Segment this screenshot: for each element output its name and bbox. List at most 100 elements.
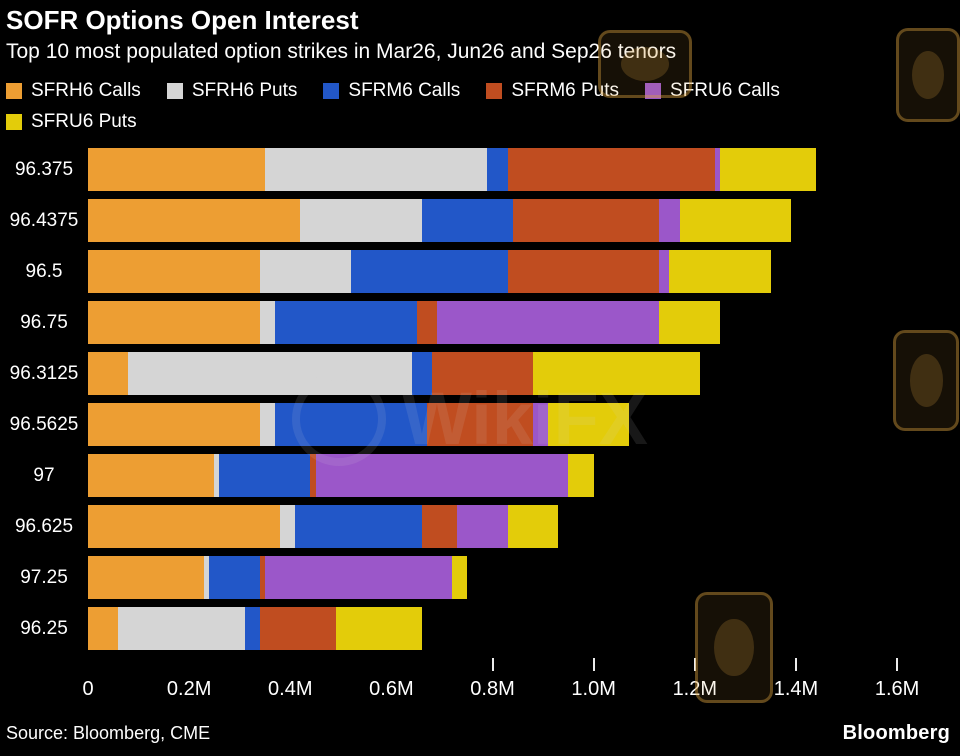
bar-segment xyxy=(280,505,296,548)
bar-segment xyxy=(659,250,670,293)
legend-label: SFRU6 Puts xyxy=(31,111,137,132)
bar-segment xyxy=(669,250,771,293)
axis-tick-label: 0.8M xyxy=(470,678,515,700)
bar-segment xyxy=(88,352,129,395)
bar-track xyxy=(88,454,935,497)
bar-segment xyxy=(532,352,700,395)
chart-row: 97 xyxy=(0,454,960,497)
bar-segment xyxy=(264,556,453,599)
legend-item: SFRM6 Calls xyxy=(323,79,460,102)
bar-segment xyxy=(88,403,260,446)
bar-segment xyxy=(507,148,715,191)
axis-tick-mark xyxy=(693,658,696,671)
category-label: 96.5 xyxy=(25,260,63,282)
chart-row: 96.375 xyxy=(0,148,960,191)
bar-segment xyxy=(421,505,458,548)
category-label: 96.3125 xyxy=(9,362,79,384)
category-label: 96.4375 xyxy=(9,209,79,231)
bar-segment xyxy=(452,556,468,599)
axis-tick-mark xyxy=(491,658,494,671)
legend-item: SFRH6 Calls xyxy=(6,79,141,102)
category-label: 97.25 xyxy=(20,566,68,588)
bar-segment xyxy=(421,199,513,242)
axis-tick-label: 0.2M xyxy=(166,678,212,700)
category-label: 97 xyxy=(33,464,55,486)
bar-track xyxy=(88,505,935,548)
category-label: 96.375 xyxy=(14,158,74,180)
bar-segment xyxy=(88,148,265,191)
bar-segment xyxy=(88,199,301,242)
axis-marks xyxy=(88,658,935,671)
bar-segment xyxy=(88,607,119,650)
legend-swatch xyxy=(6,82,22,99)
bar-segment xyxy=(219,454,311,497)
category-label: 96.25 xyxy=(20,617,68,639)
bar-segment xyxy=(350,250,508,293)
bar-segment xyxy=(275,403,427,446)
chart-row: 96.625 xyxy=(0,505,960,548)
bar-segment xyxy=(436,301,660,344)
axis-tick-label: 0.6M xyxy=(369,678,414,700)
bar-segment xyxy=(659,301,721,344)
bar-segment xyxy=(335,607,422,650)
axis-labels: 0 0.2M 0.4M 0.6M 0.8M 1.0M 1.2M 1.4M 1.6M xyxy=(82,678,935,702)
legend-item: SFRU6 Puts xyxy=(6,110,137,133)
legend-swatch xyxy=(166,82,183,99)
bar-segment xyxy=(431,352,533,395)
bar-segment xyxy=(487,148,508,191)
axis-tick-label: 0 xyxy=(82,678,94,700)
bar-segment xyxy=(209,556,260,599)
bar-segment xyxy=(244,607,260,650)
legend: SFRH6 Calls SFRH6 Puts SFRM6 Calls SFRM6 Pu… xyxy=(6,79,876,133)
bar-segment xyxy=(426,403,533,446)
bloomberg-logo: Bloomberg xyxy=(842,722,950,744)
axis-tick-label: 1.4M xyxy=(773,678,819,700)
chart-row: 97.25 xyxy=(0,556,960,599)
bar-segment xyxy=(507,250,660,293)
bar-segment xyxy=(264,148,488,191)
bar-segment xyxy=(659,199,680,242)
bar-segment xyxy=(679,199,791,242)
chart-row: 96.5 xyxy=(0,250,960,293)
legend-label: SFRU6 Calls xyxy=(670,80,780,101)
bar-segment xyxy=(532,403,549,446)
bar-track xyxy=(88,148,935,191)
chart-row: 96.4375 xyxy=(0,199,960,242)
axis-tick-mark xyxy=(896,658,899,671)
bar-segment xyxy=(568,454,594,497)
legend-label: SFRH6 Calls xyxy=(31,80,141,101)
bar-segment xyxy=(715,148,721,191)
bar-segment xyxy=(300,199,422,242)
legend-item: SFRM6 Puts xyxy=(486,79,619,102)
bar-segment xyxy=(88,301,260,344)
legend-label: SFRM6 Calls xyxy=(348,80,461,101)
chart-title: SOFR Options Open Interest xyxy=(6,5,359,35)
bar-segment xyxy=(204,556,210,599)
bar-segment xyxy=(88,250,260,293)
axis-tick-label: 1.2M xyxy=(672,678,718,700)
category-label: 96.625 xyxy=(14,515,74,537)
chart-row: 96.75 xyxy=(0,301,960,344)
bar-track xyxy=(88,607,935,650)
axis-tick-mark xyxy=(794,658,797,671)
bar-segment xyxy=(259,301,276,344)
legend-item: SFRU6 Calls xyxy=(645,79,780,102)
chart-row: 96.5625 xyxy=(0,403,960,446)
bar-track xyxy=(88,301,935,344)
source-text: Source: Bloomberg, CME xyxy=(6,723,211,743)
legend-swatch xyxy=(323,82,340,99)
bar-segment xyxy=(128,352,412,395)
bar-track xyxy=(88,199,935,242)
bar-segment xyxy=(259,607,336,650)
bar-segment xyxy=(315,454,569,497)
bar-segment xyxy=(310,454,316,497)
axis-tick-mark xyxy=(592,658,595,671)
bar-segment xyxy=(259,403,276,446)
chart-subtitle: Top 10 most populated option strikes in … xyxy=(6,40,677,63)
bar-segment xyxy=(720,148,817,191)
legend-swatch xyxy=(6,113,22,130)
legend-label: SFRM6 Puts xyxy=(511,80,620,101)
chart-row: 96.3125 xyxy=(0,352,960,395)
footer: Source: Bloomberg, CME Bloomberg xyxy=(6,722,950,745)
